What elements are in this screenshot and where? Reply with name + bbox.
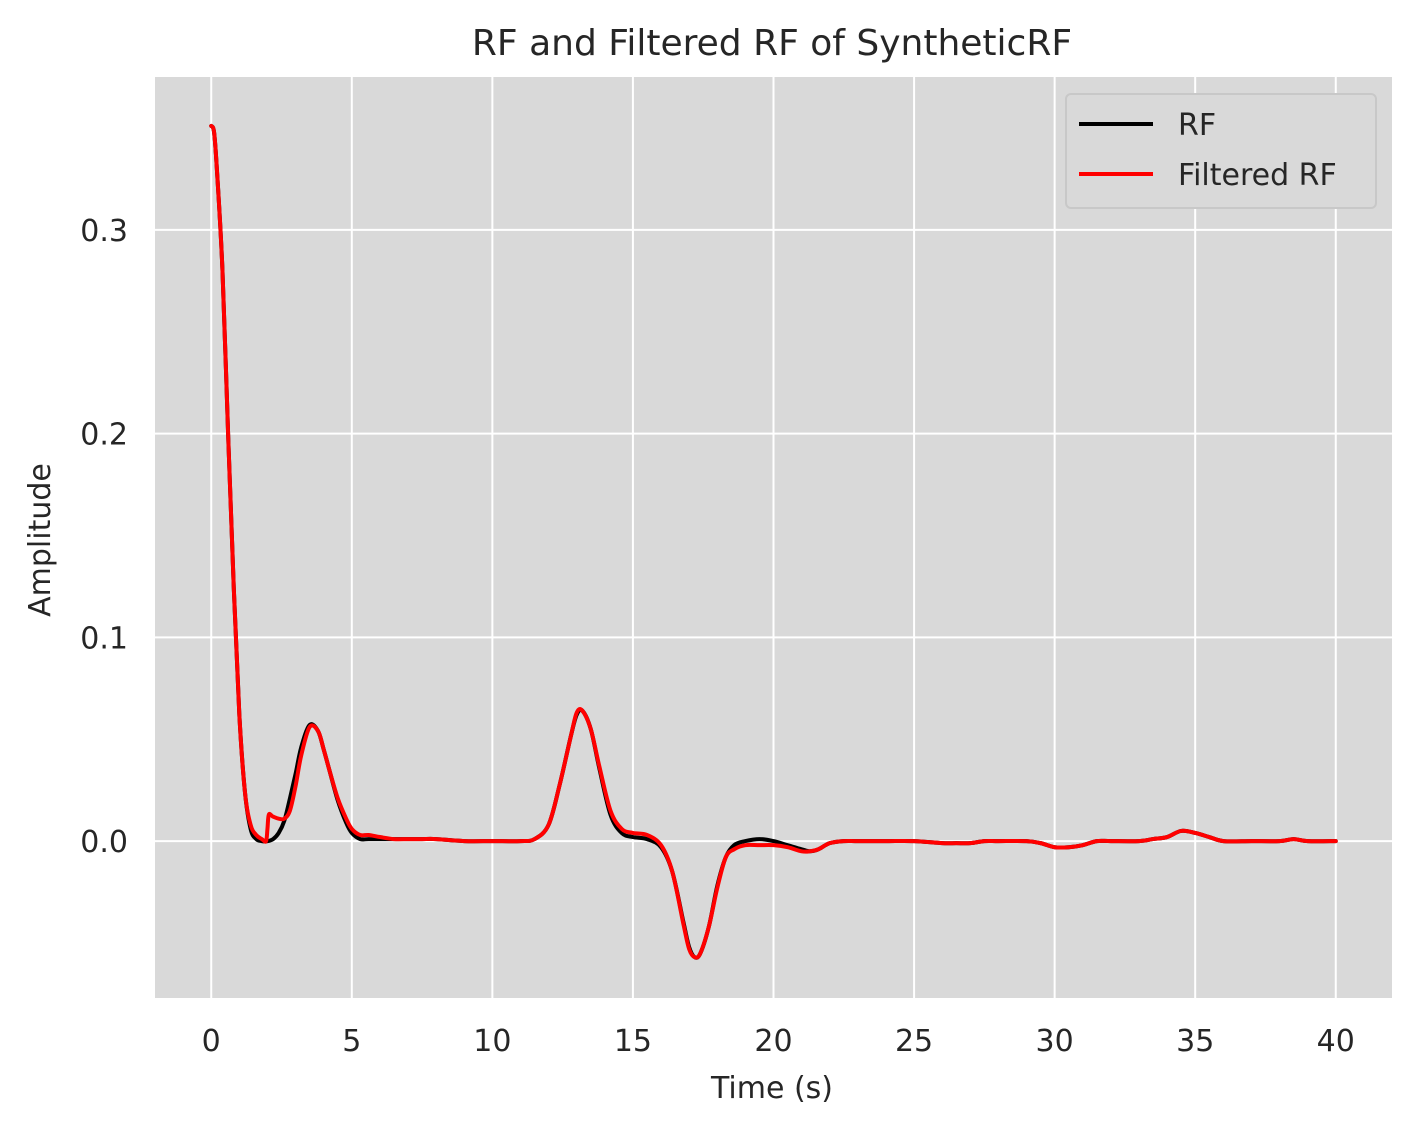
x-tick-label: 40 bbox=[1317, 1024, 1355, 1059]
x-tick-label: 30 bbox=[1036, 1024, 1074, 1059]
y-tick-labels: 0.0 0.1 0.2 0.3 bbox=[80, 214, 128, 860]
x-axis-label: Time (s) bbox=[710, 1071, 833, 1106]
x-tick-label: 0 bbox=[202, 1024, 221, 1059]
x-tick-label: 15 bbox=[614, 1024, 652, 1059]
x-tick-labels: 0 5 10 15 20 25 30 35 40 bbox=[202, 1024, 1355, 1059]
legend: RF Filtered RF bbox=[1065, 93, 1377, 209]
x-tick-label: 5 bbox=[342, 1024, 361, 1059]
legend-label-rf: RF bbox=[1178, 108, 1216, 143]
y-tick-label: 0.1 bbox=[80, 621, 128, 656]
y-tick-label: 0.2 bbox=[80, 418, 128, 453]
y-tick-label: 0.3 bbox=[80, 214, 128, 249]
series-group bbox=[209, 123, 1338, 960]
x-tick-label: 25 bbox=[895, 1024, 933, 1059]
chart-title: RF and Filtered RF of SyntheticRF bbox=[472, 23, 1072, 64]
x-tick-label: 20 bbox=[754, 1024, 792, 1059]
series-line-filtered-rf bbox=[209, 123, 1338, 960]
y-tick-label: 0.0 bbox=[80, 825, 128, 860]
x-tick-label: 10 bbox=[473, 1024, 511, 1059]
legend-label-filtered-rf: Filtered RF bbox=[1178, 158, 1337, 193]
x-tick-label: 35 bbox=[1176, 1024, 1214, 1059]
y-axis-label: Amplitude bbox=[23, 463, 58, 617]
